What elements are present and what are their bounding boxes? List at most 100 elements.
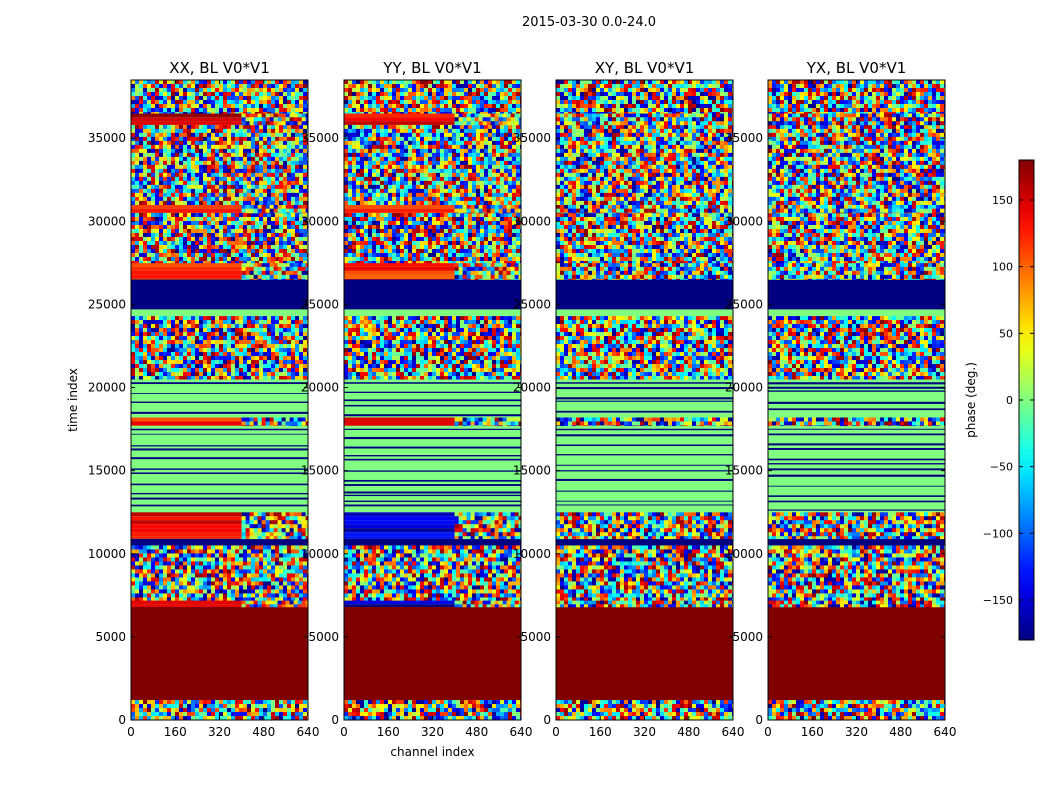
band-split [344,512,521,540]
y-tick-label: 15000 [88,464,126,478]
x-tick-label: 480 [252,725,275,739]
y-tick-label: 35000 [725,131,763,145]
band-noise [344,80,521,114]
y-tick-label: 5000 [308,630,339,644]
panels: XX, BL V0*V1 0 160 320 480 640 0 5000 10000 15000… [66,59,956,759]
band-stripes [556,425,733,513]
y-tick-label: 25000 [301,297,339,311]
band-solid [344,538,521,546]
band-noise [344,545,521,601]
band-noise [344,212,521,264]
panel-title: YX, BL V0*V1 [806,59,907,77]
band-noise [344,700,521,720]
y-tick-label: 35000 [513,131,551,145]
y-tick-label: 0 [755,713,763,727]
band-split [344,113,521,126]
band-solid [131,309,308,317]
x-tick-label: 160 [589,725,612,739]
y-tick-label: 25000 [725,297,763,311]
band-noise [131,80,308,114]
y-tick-label: 0 [543,713,551,727]
x-tick-label: 0 [552,725,560,739]
band-noise [556,204,733,214]
band-noise [556,212,733,264]
band-split [131,204,308,214]
y-tick-label: 35000 [301,131,339,145]
y-tick-label: 15000 [513,464,551,478]
y-tick-label: 35000 [88,131,126,145]
band-noise [768,212,945,264]
y-tick-label: 30000 [513,214,551,228]
band-split [344,600,521,608]
band-stripes [344,425,521,513]
band-noise [768,80,945,114]
band-noise [768,113,945,126]
y-tick-label: 10000 [88,547,126,561]
band-noise [768,600,945,608]
band-noise [344,124,521,205]
band-stripes [131,379,308,418]
band-noise [556,417,733,427]
band-stripes [768,379,945,418]
colorbar-tick-label: −50 [990,461,1013,474]
band-stripes [131,425,308,513]
heatmap-image [768,80,945,720]
panel-title: XX, BL V0*V1 [169,59,270,77]
heatmap-image [131,80,308,720]
panel-3: XY, BL V0*V1 0 160 320 480 640 0 5000 10000 15000… [513,59,745,739]
band-split [131,600,308,608]
x-tick-label: 0 [340,725,348,739]
band-noise [556,512,733,540]
x-tick-label: 320 [421,725,444,739]
band-stripes [556,379,733,418]
y-tick-label: 30000 [88,214,126,228]
heatmap-image [344,80,521,720]
band-solid [344,309,521,317]
colorbar-gradient [1019,160,1034,640]
panel-title: YY, BL V0*V1 [382,59,481,77]
colorbar-tick-label: −150 [983,594,1013,607]
band-solid [131,538,308,546]
y-tick-label: 30000 [725,214,763,228]
band-split [131,113,308,126]
band-solid [131,606,308,701]
panel-title: XY, BL V0*V1 [595,59,695,77]
band-noise [131,124,308,205]
band-solid [344,279,521,310]
colorbar-label: phase (deg.) [964,362,978,438]
colorbar-tick-label: 150 [992,194,1013,207]
colorbar: −150 −100 −50 0 50 100 150 phase (deg.) [964,159,1035,641]
band-split [131,262,308,280]
colorbar-tick-label: 0 [1006,394,1013,407]
x-tick-label: 0 [127,725,135,739]
band-split [344,417,521,427]
band-noise [768,545,945,601]
panel-2: YY, BL V0*V1 0 160 320 480 640 0 5000 10000 15000… [301,59,533,759]
band-noise [556,600,733,608]
panel-1: XX, BL V0*V1 0 160 320 480 640 0 5000 10000 15000… [66,59,319,739]
x-tick-label: 640 [722,725,745,739]
y-tick-label: 10000 [725,547,763,561]
band-solid [768,538,945,546]
band-noise [556,316,733,380]
x-tick-label: 320 [845,725,868,739]
x-tick-label: 640 [297,725,320,739]
band-noise [131,212,308,264]
x-tick-label: 640 [510,725,533,739]
band-solid [131,279,308,310]
band-split [131,417,308,427]
x-tick-label: 480 [889,725,912,739]
y-tick-label: 0 [118,713,126,727]
band-noise [556,113,733,126]
heatmap-image [556,80,733,720]
x-tick-label: 320 [208,725,231,739]
band-solid [344,606,521,701]
band-split [344,262,521,280]
band-split [131,512,308,540]
x-axis-label: channel index [390,745,474,759]
y-tick-label: 25000 [88,297,126,311]
y-axis-label: time index [66,368,80,432]
band-stripes [768,425,945,513]
y-tick-label: 5000 [95,630,126,644]
